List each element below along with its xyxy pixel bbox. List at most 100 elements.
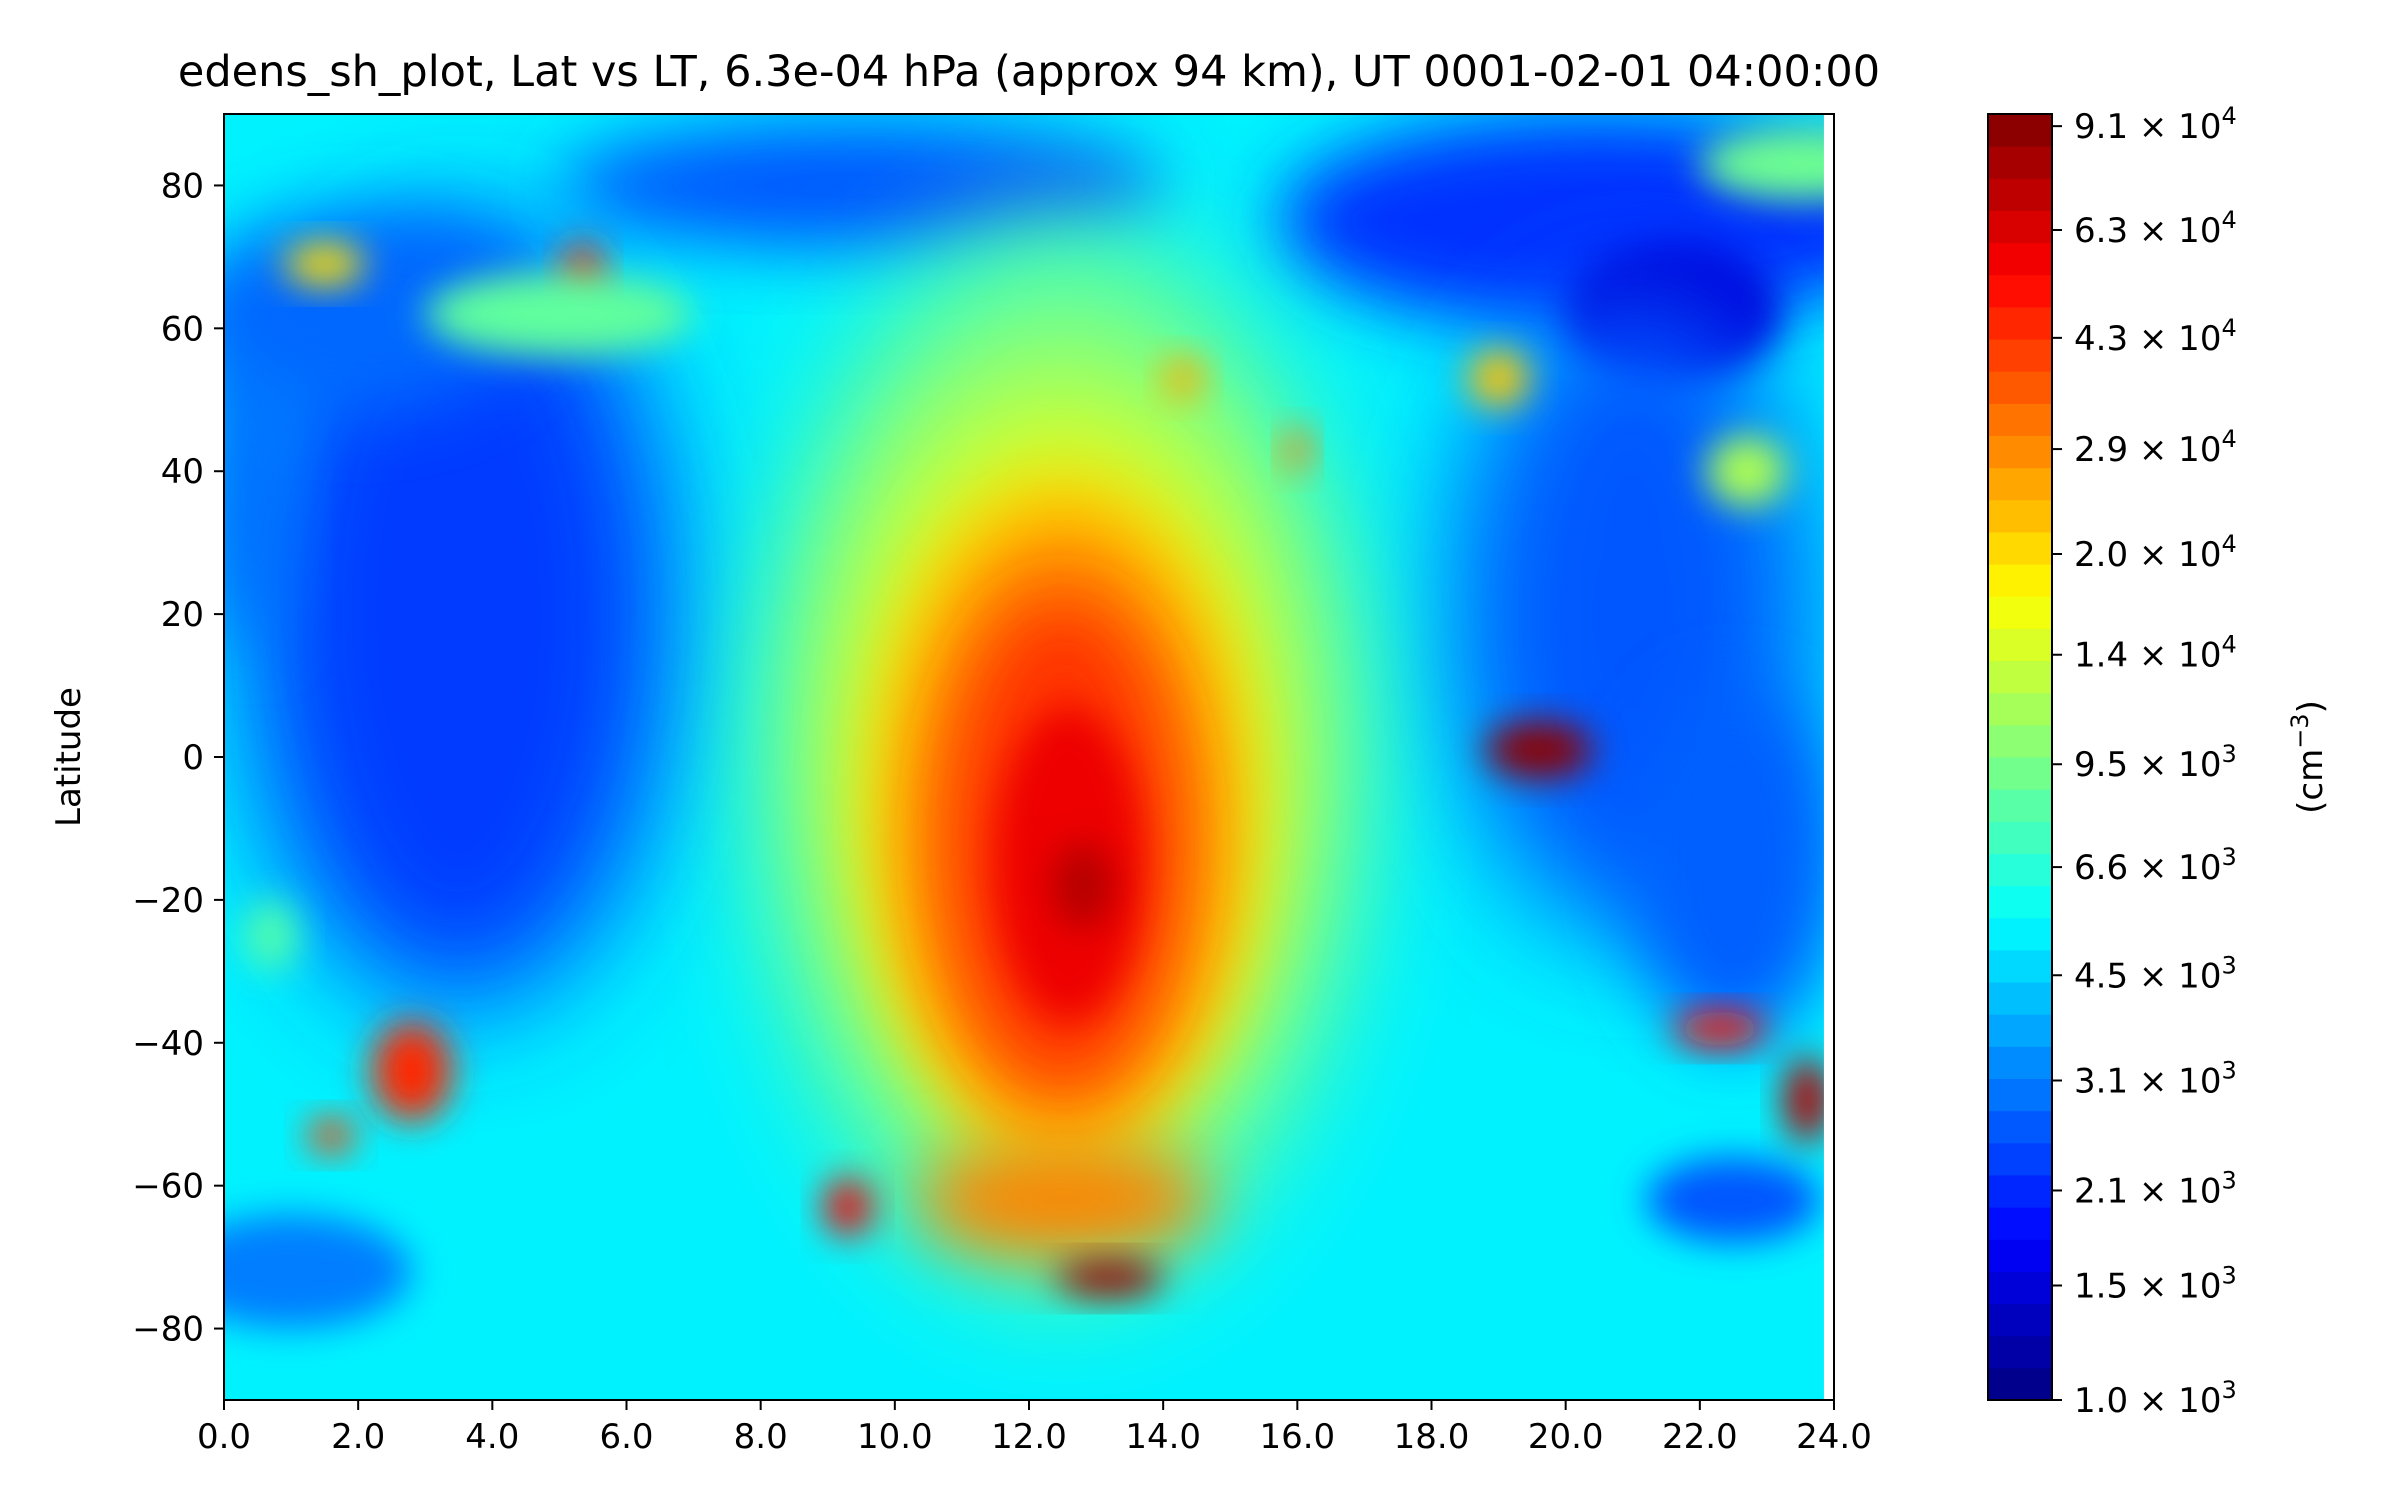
colorbar-tick-mantissa: 9.5 [2074, 745, 2128, 785]
field-region [371, 1021, 453, 1122]
y-tick-label: −60 [132, 1167, 204, 1207]
colorbar-tick-mantissa: 1.5 [2074, 1266, 2128, 1306]
field-region [307, 1117, 355, 1154]
colorbar-tick-label: 1.5 × 103 [2074, 1261, 2237, 1306]
field-region [1646, 1157, 1821, 1243]
field-edge-gap [1823, 114, 1834, 1400]
colorbar-tick-mantissa: 3.1 [2074, 1061, 2128, 1101]
colorbar-label: (cm−3) [2286, 700, 2331, 814]
field-region [425, 271, 694, 357]
colorbar-tick-label: 4.5 × 103 [2074, 951, 2237, 996]
colorbar-tick-label: 4.3 × 104 [2074, 314, 2237, 359]
colorbar-band [1988, 982, 2052, 1015]
colorbar-band [1988, 917, 2052, 951]
colorbar-band [1988, 146, 2052, 179]
colorbar-band [1988, 435, 2052, 469]
colorbar-band [1988, 1078, 2052, 1112]
y-tick-label: 60 [161, 309, 204, 349]
colorbar-band [1988, 789, 2052, 822]
colorbar-tick-mantissa: 6.3 [2074, 211, 2128, 251]
colorbar-label-base: (cm [2291, 749, 2331, 814]
field-region [1673, 1010, 1767, 1047]
field-region [284, 242, 365, 286]
colorbar-label-exponent: −3 [2286, 713, 2314, 748]
colorbar-band [1988, 564, 2052, 597]
colorbar-band [1988, 757, 2052, 790]
colorbar-tick-label: 2.1 × 103 [2074, 1166, 2237, 1211]
field-region [559, 121, 1164, 250]
colorbar-band [1988, 1335, 2052, 1369]
colorbar-band [1988, 1271, 2052, 1305]
field-region [824, 1178, 872, 1236]
field-region [224, 1214, 412, 1329]
field-region [1283, 428, 1311, 472]
y-tick-label: −80 [132, 1310, 204, 1350]
colorbar-band [1988, 371, 2052, 404]
colorbar-tick-exponent: 4 [2221, 206, 2236, 234]
field-region [1626, 685, 1834, 1043]
x-tick-label: 6.0 [599, 1417, 653, 1457]
colorbar-tick-label: 9.1 × 104 [2074, 102, 2237, 147]
colorbar-tick-label: 6.3 × 104 [2074, 206, 2237, 251]
field-region [1706, 435, 1788, 507]
field-region [224, 292, 292, 650]
y-tick-label: −20 [132, 881, 204, 921]
field-region [1163, 356, 1204, 400]
colorbar-band [1988, 1046, 2052, 1079]
colorbar-band [1988, 1014, 2052, 1047]
colorbar-band [1988, 242, 2052, 276]
svg-text:(cm−3): (cm−3) [2286, 700, 2331, 814]
x-tick-label: 20.0 [1528, 1417, 1604, 1457]
colorbar-band [1988, 306, 2052, 340]
y-tick-label: 40 [161, 452, 204, 492]
colorbar-band [1988, 1303, 2052, 1337]
colorbar-tick-exponent: 3 [2221, 951, 2236, 979]
colorbar-frame [1987, 113, 2053, 1401]
colorbar-band [1988, 853, 2052, 887]
colorbar-tick-label: 2.0 × 104 [2074, 530, 2237, 575]
colorbar-ticks: 9.1 × 104 6.3 × 104 4.3 × 104 2.9 × 104 2.0 … [2052, 102, 2237, 1421]
colorbar-band [1988, 1207, 2052, 1240]
colorbar-band [1988, 114, 2052, 147]
y-tick-label: 20 [161, 595, 204, 635]
x-tick-label: 8.0 [734, 1417, 788, 1457]
colorbar-tick-label: 3.1 × 103 [2074, 1056, 2237, 1101]
colorbar-tick-exponent: 3 [2221, 1056, 2236, 1084]
y-tick-label: −40 [132, 1024, 204, 1064]
colorbar-band [1988, 1367, 2052, 1401]
colorbar-band [1988, 949, 2052, 983]
colorbar-band [1988, 274, 2052, 308]
x-tick-label: 2.0 [331, 1417, 385, 1457]
colorbar-tick-label: 6.6 × 103 [2074, 843, 2237, 888]
chart-title: edens_sh_plot, Lat vs LT, 6.3e-04 hPa (a… [178, 47, 1880, 97]
colorbar-band [1988, 660, 2052, 694]
colorbar-band [1988, 178, 2052, 211]
x-tick-label: 24.0 [1796, 1417, 1872, 1457]
y-tick-label: 0 [182, 738, 204, 778]
colorbar-tick-label: 1.0 × 103 [2074, 1376, 2237, 1421]
field-region [244, 221, 674, 1008]
colorbar-band [1988, 403, 2052, 436]
colorbar-tick-exponent: 3 [2221, 1261, 2236, 1289]
colorbar-band [1988, 596, 2052, 629]
colorbar-band [1988, 1174, 2052, 1208]
colorbar-band [1988, 1239, 2052, 1272]
field-region [1052, 842, 1113, 929]
x-tick-label: 22.0 [1662, 1417, 1738, 1457]
colorbar-band [1988, 885, 2052, 919]
x-tick-label: 16.0 [1259, 1417, 1335, 1457]
field-region [1468, 349, 1529, 407]
colorbar-label-close: ) [2291, 700, 2331, 713]
colorbar-band [1988, 692, 2052, 726]
x-tick-label: 10.0 [857, 1417, 933, 1457]
colorbar-bands [1987, 113, 2053, 1401]
colorbar-tick-label: 9.5 × 103 [2074, 740, 2237, 785]
colorbar-band [1988, 821, 2052, 854]
colorbar-band [1988, 210, 2052, 244]
x-tick-label: 12.0 [991, 1417, 1067, 1457]
colorbar-tick-exponent: 4 [2221, 425, 2236, 453]
colorbar-tick-mantissa: 2.0 [2074, 535, 2128, 575]
colorbar-tick-exponent: 4 [2221, 530, 2236, 558]
colorbar-tick-mantissa: 4.5 [2074, 956, 2128, 996]
